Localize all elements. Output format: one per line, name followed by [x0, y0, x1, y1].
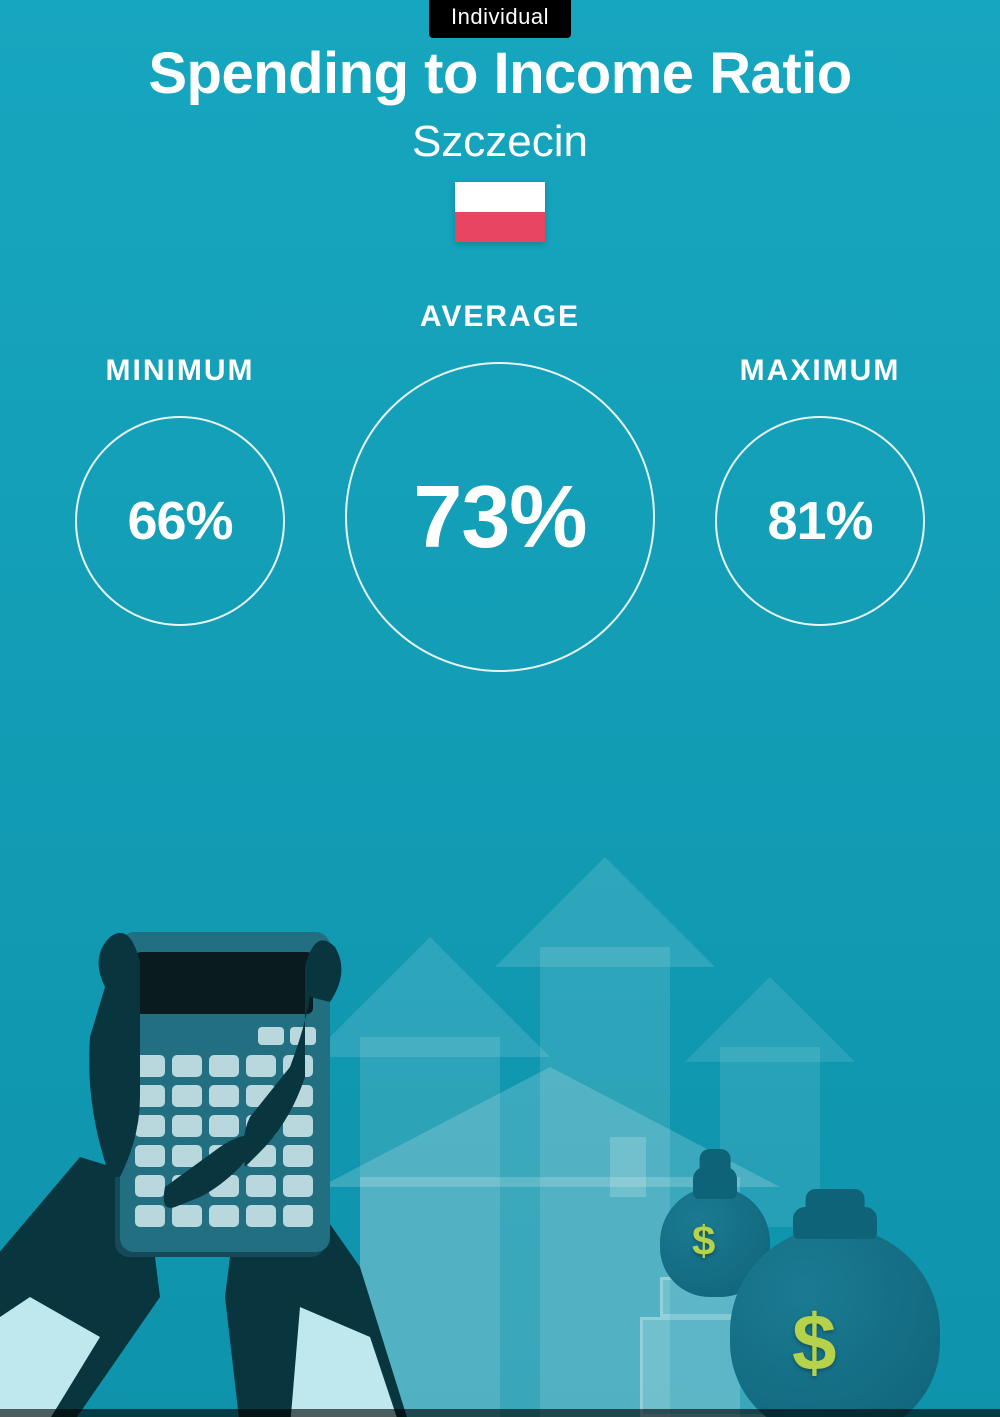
- stats-row: MINIMUM 66% AVERAGE 73% MAXIMUM 81%: [0, 300, 1000, 672]
- category-badge: Individual: [429, 0, 571, 38]
- country-flag: [455, 182, 545, 242]
- money-bag-tie-icon: [793, 1207, 877, 1239]
- infographic-card: Individual Spending to Income Ratio Szcz…: [0, 0, 1000, 1417]
- flag-stripe-top: [455, 182, 545, 212]
- dollar-sign-icon: $: [792, 1297, 837, 1389]
- bottom-border: [0, 1409, 1000, 1417]
- stat-minimum-circle: 66%: [75, 416, 285, 626]
- stat-minimum-label: MINIMUM: [106, 354, 255, 388]
- stat-average-circle: 73%: [345, 362, 655, 672]
- page-title: Spending to Income Ratio: [0, 40, 1000, 107]
- stat-maximum-label: MAXIMUM: [740, 354, 901, 388]
- stat-minimum-value: 66%: [127, 490, 232, 552]
- page-subtitle: Szczecin: [0, 117, 1000, 167]
- money-bag-tie-icon: [693, 1167, 737, 1199]
- money-bag-large-icon: $: [730, 1227, 940, 1417]
- stat-maximum: MAXIMUM 81%: [715, 354, 925, 626]
- illustration-area: $ $: [0, 717, 1000, 1417]
- category-badge-label: Individual: [451, 4, 549, 29]
- dollar-sign-icon: $: [692, 1217, 715, 1265]
- stat-maximum-circle: 81%: [715, 416, 925, 626]
- stat-minimum: MINIMUM 66%: [75, 354, 285, 626]
- stat-maximum-value: 81%: [767, 490, 872, 552]
- stat-average: AVERAGE 73%: [345, 300, 655, 672]
- stat-average-value: 73%: [413, 466, 586, 568]
- hands-calculator-icon: [0, 867, 450, 1417]
- stat-average-label: AVERAGE: [420, 300, 580, 334]
- flag-stripe-bottom: [455, 212, 545, 242]
